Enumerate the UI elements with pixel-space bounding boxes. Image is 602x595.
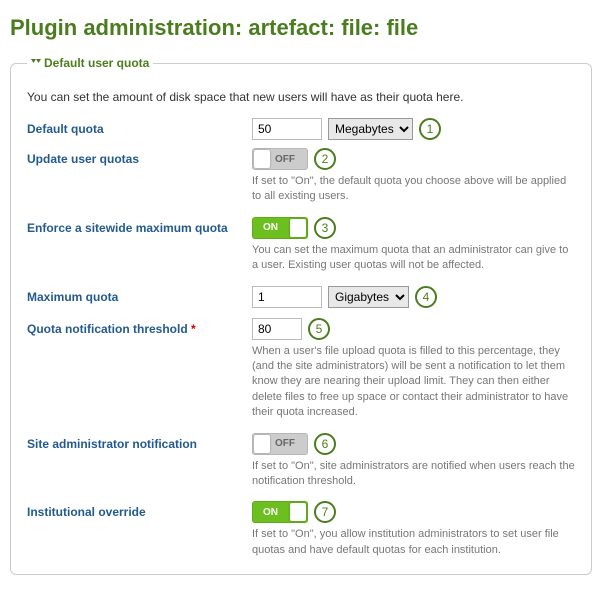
enforce-max-label: Enforce a sitewide maximum quota	[27, 217, 252, 235]
intro-text: You can set the amount of disk space tha…	[27, 90, 575, 104]
inst-override-help: If set to "On", you allow institution ad…	[252, 527, 575, 558]
admin-notify-label: Site administrator notification	[27, 433, 252, 451]
max-quota-label: Maximum quota	[27, 286, 252, 304]
default-quota-label: Default quota	[27, 118, 252, 136]
threshold-label: Quota notification threshold	[27, 322, 188, 336]
admin-notify-help: If set to "On", site administrators are …	[252, 459, 575, 490]
annotation-badge-2: 2	[314, 148, 336, 170]
page-title: Plugin administration: artefact: file: f…	[10, 15, 592, 41]
max-quota-input[interactable]	[252, 286, 322, 308]
annotation-badge-7: 7	[314, 501, 336, 523]
legend-text: Default user quota	[44, 56, 149, 70]
annotation-badge-3: 3	[314, 217, 336, 239]
update-quotas-toggle[interactable]: OFF	[252, 148, 308, 170]
inst-override-label: Institutional override	[27, 501, 252, 519]
annotation-badge-5: 5	[308, 318, 330, 340]
chevron-down-icon	[31, 58, 41, 69]
required-indicator: *	[191, 322, 196, 336]
default-quota-input[interactable]	[252, 118, 322, 140]
inst-override-toggle[interactable]: ON	[252, 501, 308, 523]
fieldset-legend[interactable]: Default user quota	[27, 56, 153, 70]
default-user-quota-fieldset: Default user quota You can set the amoun…	[10, 56, 592, 575]
default-quota-unit-select[interactable]: Megabytes	[328, 118, 413, 140]
enforce-max-help: You can set the maximum quota that an ad…	[252, 243, 575, 274]
max-quota-unit-select[interactable]: Gigabytes	[328, 286, 409, 308]
update-quotas-help: If set to "On", the default quota you ch…	[252, 174, 575, 205]
threshold-help: When a user's file upload quota is fille…	[252, 344, 575, 421]
enforce-max-toggle[interactable]: ON	[252, 217, 308, 239]
annotation-badge-4: 4	[415, 286, 437, 308]
annotation-badge-6: 6	[314, 433, 336, 455]
annotation-badge-1: 1	[419, 118, 441, 140]
update-quotas-label: Update user quotas	[27, 148, 252, 166]
threshold-input[interactable]	[252, 318, 302, 340]
admin-notify-toggle[interactable]: OFF	[252, 433, 308, 455]
